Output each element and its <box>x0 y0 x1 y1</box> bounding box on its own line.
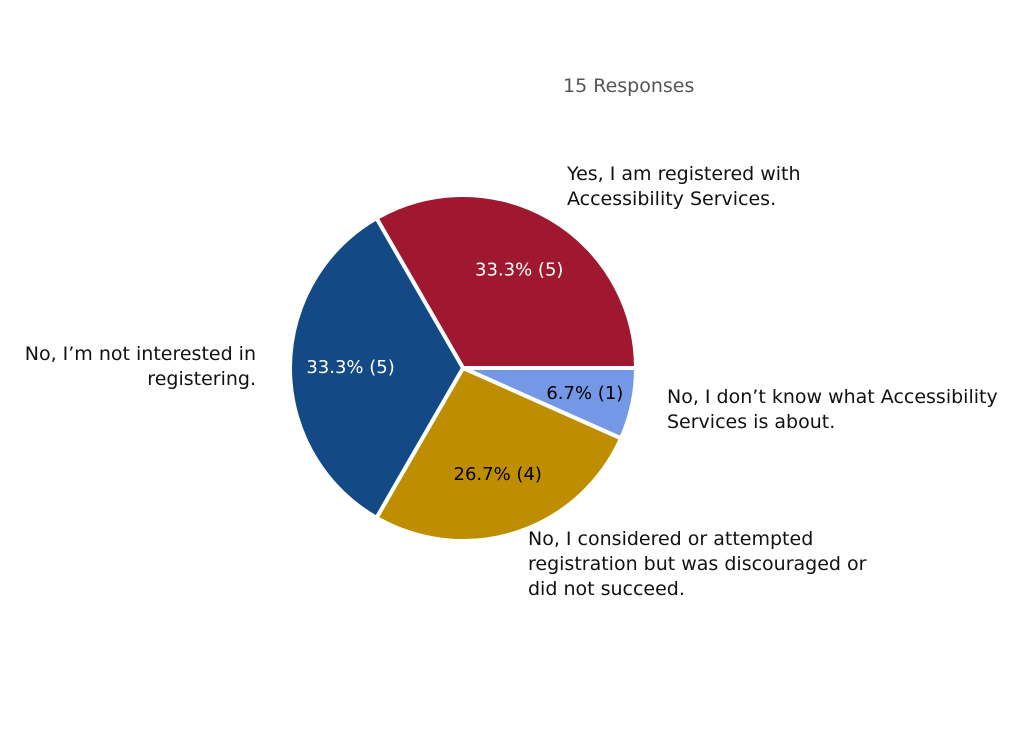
slice-label-line: No, I’m not interested in <box>24 343 256 365</box>
slice-label-line: did not succeed. <box>528 578 685 600</box>
slice-label-line: registration but was discouraged or <box>528 553 867 575</box>
slice-label-yes-registered: Yes, I am registered with Accessibility … <box>567 162 801 212</box>
slice-label-line: No, I considered or attempted <box>528 528 814 550</box>
slice-label-dont-know: No, I don’t know what Accessibility Serv… <box>667 385 998 435</box>
pie-percent-label-yes-registered: 33.3% (5) <box>475 260 563 281</box>
pie-percent-label-considered: 26.7% (4) <box>454 464 542 485</box>
pie-slice-considered <box>374 366 624 543</box>
slice-label-line: Yes, I am registered with <box>567 163 801 185</box>
pie-slice-yes-registered <box>374 193 638 370</box>
slice-label-line: Services is about. <box>667 411 836 433</box>
slice-label-considered: No, I considered or attempted registrati… <box>528 527 866 602</box>
slice-label-line: registering. <box>147 368 256 390</box>
pie-slices <box>288 193 638 543</box>
pie-percent-label-not-interested: 33.3% (5) <box>306 357 394 378</box>
slice-label-not-interested: No, I’m not interested in registering. <box>25 342 256 392</box>
slice-label-line: Accessibility Services. <box>567 188 777 210</box>
slice-label-line: No, I don’t know what Accessibility <box>667 386 998 408</box>
pie-slice-not-interested <box>288 216 465 520</box>
pie-percent-labels: 33.3% (5) 6.7% (1) 26.7% (4) 33.3% (5) <box>306 260 623 485</box>
pie-percent-label-dont-know: 6.7% (1) <box>546 383 623 404</box>
chart-title: 15 Responses <box>563 75 695 97</box>
